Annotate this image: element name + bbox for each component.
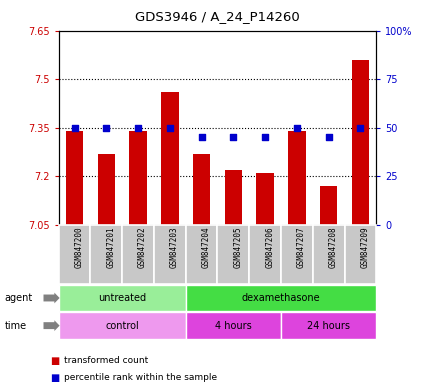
Text: agent: agent: [4, 293, 33, 303]
Text: ■: ■: [50, 373, 59, 383]
Bar: [161, 92, 178, 225]
Point: [198, 134, 205, 141]
Bar: [185, 285, 375, 311]
Bar: [280, 225, 312, 284]
Bar: [129, 131, 147, 225]
Bar: [280, 312, 375, 339]
Bar: [122, 225, 154, 284]
Text: transformed count: transformed count: [64, 356, 148, 365]
Point: [356, 125, 363, 131]
Text: GSM847208: GSM847208: [328, 227, 337, 268]
Bar: [224, 170, 242, 225]
Bar: [185, 225, 217, 284]
Point: [293, 125, 299, 131]
Bar: [154, 225, 185, 284]
Text: GSM847200: GSM847200: [75, 227, 83, 268]
Bar: [192, 154, 210, 225]
Bar: [59, 225, 90, 284]
Text: percentile rank within the sample: percentile rank within the sample: [64, 373, 217, 382]
Text: 24 hours: 24 hours: [306, 321, 349, 331]
Text: control: control: [105, 321, 139, 331]
Point: [166, 125, 173, 131]
Point: [324, 134, 332, 141]
Text: ■: ■: [50, 356, 59, 366]
Text: GSM847202: GSM847202: [138, 227, 147, 268]
Bar: [217, 225, 249, 284]
Text: untreated: untreated: [98, 293, 146, 303]
Bar: [90, 225, 122, 284]
Text: GSM847205: GSM847205: [233, 227, 242, 268]
Text: GSM847203: GSM847203: [169, 227, 178, 268]
Text: dexamethasone: dexamethasone: [241, 293, 319, 303]
Text: GSM847201: GSM847201: [106, 227, 115, 268]
Bar: [256, 173, 273, 225]
Text: GSM847206: GSM847206: [264, 227, 273, 268]
Point: [71, 125, 78, 131]
Bar: [97, 154, 115, 225]
Point: [135, 125, 141, 131]
Bar: [59, 312, 185, 339]
Text: GSM847204: GSM847204: [201, 227, 210, 268]
Text: time: time: [4, 321, 26, 331]
Text: GSM847207: GSM847207: [296, 227, 305, 268]
Bar: [249, 225, 280, 284]
Bar: [344, 225, 375, 284]
Point: [261, 134, 268, 141]
Point: [103, 125, 109, 131]
Bar: [59, 285, 185, 311]
Bar: [312, 225, 344, 284]
Bar: [66, 131, 83, 225]
Text: GSM847209: GSM847209: [359, 227, 368, 268]
Text: GDS3946 / A_24_P14260: GDS3946 / A_24_P14260: [135, 10, 299, 23]
Bar: [287, 131, 305, 225]
Bar: [185, 312, 280, 339]
Bar: [351, 60, 368, 225]
Point: [229, 134, 236, 141]
Bar: [319, 186, 337, 225]
Text: 4 hours: 4 hours: [214, 321, 251, 331]
